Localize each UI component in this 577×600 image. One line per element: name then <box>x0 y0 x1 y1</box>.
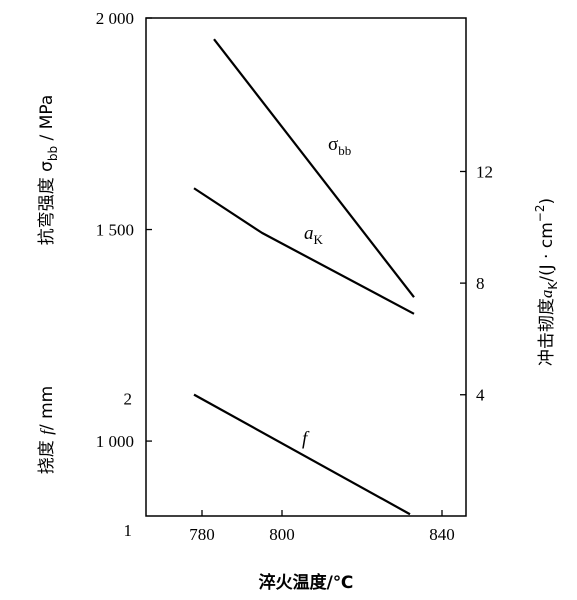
y-left-lower-ticks: 21 <box>124 390 133 540</box>
y-left-upper-title: 抗弯强度 σbb / MPa <box>37 95 60 246</box>
y-right-title-prefix: 冲击韧度 <box>537 298 557 366</box>
y-left-lower-tick-label: 2 <box>124 390 133 409</box>
plot-frame <box>145 17 467 517</box>
series-label-f: f <box>302 428 310 449</box>
y-left-upper-title-suffix: / MPa <box>37 95 57 146</box>
y-right-title-sub: K <box>546 281 560 290</box>
x-tick-label: 800 <box>269 525 295 544</box>
series-line-f <box>193 393 411 516</box>
y-right-tick-label: 4 <box>476 386 485 405</box>
y-left-lower-title-prefix: 挠度 <box>37 435 57 474</box>
y-left-lower-tick-label: 1 <box>124 521 133 540</box>
y-left-lower-title: 挠度 f/ mm <box>37 386 57 474</box>
y-right-title-suffix: /(J · cm <box>537 222 557 282</box>
series-label-aK: aK <box>304 223 324 247</box>
series-labels: σbb aK f <box>302 134 351 449</box>
y-left-upper-tick-label: 2 000 <box>96 9 134 28</box>
series-label-σbb: σbb <box>328 134 351 158</box>
y-right-title-sup: −2 <box>533 205 547 223</box>
x-tick-label: 780 <box>189 525 215 544</box>
y-right-title: 冲击韧度aK/(J · cm−2) <box>533 198 560 366</box>
y-right-tick-label: 8 <box>476 274 485 293</box>
y-right-title-italic: a <box>537 290 556 299</box>
series-lines <box>193 38 415 516</box>
y-left-lower-title-suffix: / mm <box>37 386 57 430</box>
series-line-σbb <box>213 38 415 298</box>
y-right-title-end: ) <box>537 198 557 205</box>
y-right-tick-label: 12 <box>476 162 493 181</box>
y-left-upper-tick-label: 1 500 <box>96 221 134 240</box>
series-line-aK <box>193 187 415 315</box>
x-tick-label: 840 <box>429 525 455 544</box>
y-left-lower-title-italic: f <box>37 428 56 435</box>
y-left-upper-title-prefix: 抗弯强度 σ <box>37 161 57 245</box>
y-left-upper-ticks: 2 000 1 500 1 000 <box>96 9 152 451</box>
x-ticks: 780 800 840 <box>189 510 455 544</box>
x-axis-title: 淬火温度/℃ <box>259 572 354 593</box>
y-left-upper-title-sub: bb <box>46 146 60 161</box>
y-left-upper-tick-label: 1 000 <box>96 432 134 451</box>
y-right-ticks: 12 8 4 <box>460 162 493 405</box>
